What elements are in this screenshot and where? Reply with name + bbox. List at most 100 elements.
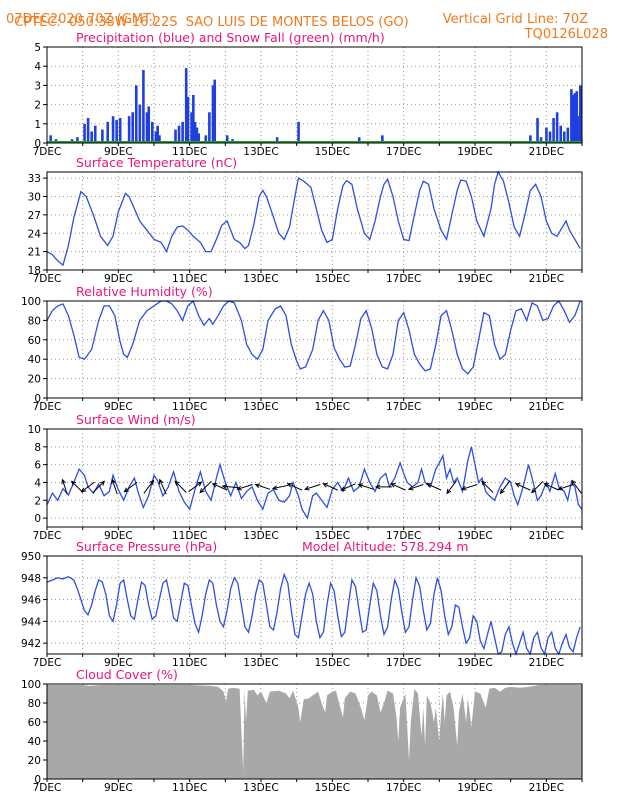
precip-bar (275, 137, 279, 143)
cloud-x-tick-label: 17DEC (386, 782, 421, 794)
wind-arrow (143, 480, 154, 494)
header-model-id: TQ0126L028 (524, 27, 608, 42)
precip-bar (76, 137, 79, 143)
precip-bar (49, 135, 52, 143)
wind-arrow (111, 479, 118, 495)
wind-arrow (571, 480, 582, 494)
precip-bar (158, 135, 161, 143)
precip-x-tick-label: 19DEC (457, 146, 492, 158)
wind-arrow (188, 481, 202, 493)
temp-y-tick-label: 18 (28, 265, 41, 277)
cloud-y-tick-label: 60 (28, 717, 41, 729)
precip-bar (177, 125, 181, 143)
cloud-frame (46, 683, 583, 780)
temp-y-tick-label: 21 (28, 247, 41, 259)
wind-x-tick-label: 9DEC (104, 530, 133, 542)
precip-bar (197, 133, 200, 143)
cloud-y-tick-label: 0 (34, 774, 41, 786)
wind-arrow (237, 484, 253, 490)
wind-arrow (390, 483, 406, 491)
precip-bar (90, 131, 93, 143)
press-x-tick-label: 13DEC (243, 657, 278, 669)
precip-bar (127, 116, 131, 143)
cloud-y-tick-label: 20 (28, 755, 41, 767)
precip-x-tick-label: 7DEC (33, 146, 62, 158)
precip-bar (147, 106, 151, 143)
precip-bar (539, 137, 543, 143)
wind-arrow-head (340, 486, 346, 491)
header-station: CPTEC: 050:38W-16:22S SAO LUIS DE MONTES… (6, 0, 408, 30)
precip-y-tick-label: 3 (34, 80, 41, 92)
wind-x-tick-label: 17DEC (386, 530, 421, 542)
rh-y-tick-label: 20 (28, 374, 41, 386)
wind-series-line (46, 446, 583, 520)
cloud-cover-area (47, 685, 582, 779)
precip-bar (555, 112, 559, 143)
wind-arrow-head (407, 485, 414, 491)
wind-arrow-head (499, 488, 505, 495)
wind-arrow-head (199, 488, 205, 494)
precip-bar (93, 125, 97, 143)
temp-y-tick-label: 27 (28, 210, 41, 222)
press-frame (46, 555, 583, 655)
wind-arrow-head (196, 481, 203, 487)
wind-arrow (426, 483, 442, 491)
panel-wind (43, 428, 583, 530)
precip-bar (545, 127, 548, 143)
rh-x-tick-label: 21DEC (529, 401, 564, 413)
wind-x-tick-label: 21DEC (529, 530, 564, 542)
cloud-y-tick-label: 80 (28, 698, 41, 710)
wind-arrow-head (446, 488, 452, 495)
wind-arrow-head (425, 483, 432, 488)
press-y-tick-label: 944 (21, 616, 41, 628)
cloud-x-tick-label: 11DEC (172, 782, 207, 794)
temp-x-tick-label: 13DEC (243, 273, 278, 285)
wind-y-tick-label: 8 (34, 442, 41, 454)
wind-arrow (461, 484, 478, 490)
precip-bar (86, 118, 90, 143)
wind-arrow-head (374, 484, 381, 490)
cloud-x-tick-label: 13DEC (243, 782, 278, 794)
wind-arrow (500, 480, 511, 494)
precip-bar (154, 131, 158, 143)
header-run-date: 07DEC2020 70Z (GMT) (6, 12, 157, 27)
wind-arrow-head (543, 483, 549, 488)
press-series-line (46, 572, 581, 657)
precip-bar (552, 118, 555, 143)
rh-x-tick-label: 9DEC (104, 401, 133, 413)
rh-y-tick-label: 0 (34, 393, 41, 405)
wind-x-tick-label: 11DEC (172, 530, 207, 542)
precip-bar (577, 116, 580, 143)
wind-arrow-head (514, 483, 521, 488)
temp-x-tick-label: 21DEC (529, 273, 564, 285)
wind-arrow (92, 480, 105, 493)
press-x-tick-label: 11DEC (172, 657, 207, 669)
wind-arrow-head (70, 480, 77, 486)
rh-x-tick-label: 19DEC (457, 401, 492, 413)
wind-arrow-head (571, 479, 577, 486)
precip-bar (138, 104, 142, 143)
press-y-tick-label: 942 (21, 638, 41, 650)
wind-arrow-head (149, 479, 155, 486)
precip-bar (225, 135, 229, 143)
rh-y-tick-label: 40 (28, 354, 41, 366)
rh-y-tick-label: 80 (28, 315, 41, 327)
wind-x-tick-label: 7DEC (33, 530, 62, 542)
wind-arrow-head (357, 483, 364, 488)
wind-arrow-head (557, 485, 563, 491)
wind-arrow (159, 479, 167, 495)
temp-x-tick-label: 19DEC (457, 273, 492, 285)
wind-arrow (81, 481, 95, 493)
rh-series-line (46, 299, 581, 375)
temp-frame (46, 171, 583, 271)
header-grid-line: Vertical Grid Line: 70Z (442, 12, 588, 27)
precip-bar (156, 125, 159, 143)
wind-arrow-head (236, 485, 242, 491)
wind-arrow (61, 479, 68, 495)
wind-arrow (212, 483, 228, 491)
wind-y-tick-label: 10 (28, 424, 41, 436)
precip-y-tick-label: 0 (34, 138, 41, 150)
wind-arrow (558, 484, 574, 490)
press-x-tick-label: 21DEC (529, 657, 564, 669)
wind-arrow-head (159, 478, 164, 485)
